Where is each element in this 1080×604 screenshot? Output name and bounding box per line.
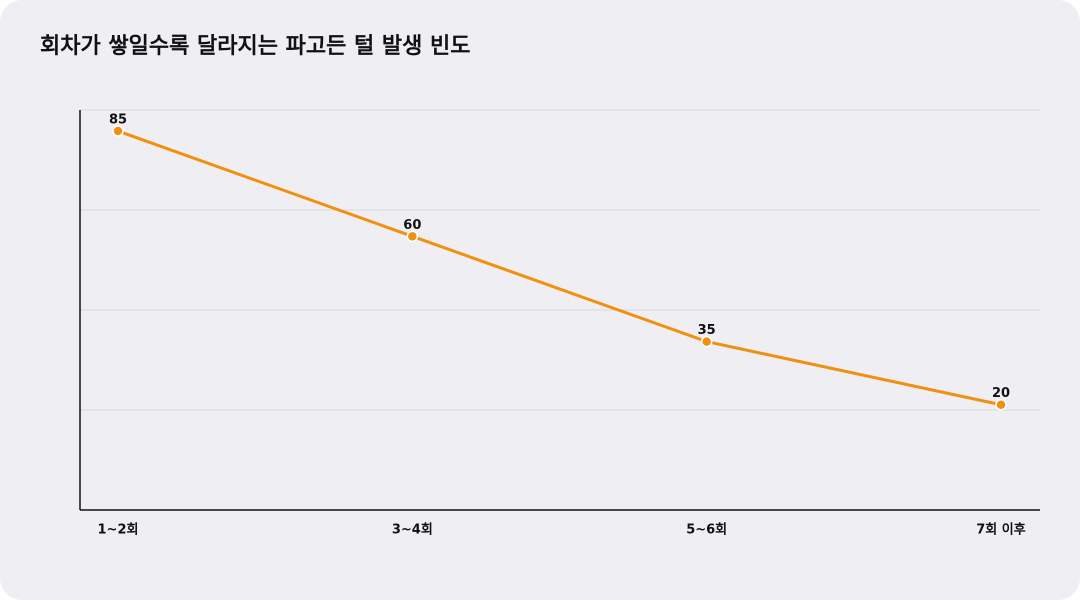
data-label: 35 bbox=[698, 323, 716, 338]
point bbox=[112, 125, 124, 137]
data-label: 60 bbox=[403, 218, 421, 233]
data-label: 85 bbox=[109, 113, 127, 128]
chart-title: 회차가 쌓일수록 달라지는 파고든 털 발생 빈도 bbox=[40, 34, 471, 59]
x-tick-label: 3~4회 bbox=[392, 522, 433, 538]
x-tick-label: 7회 이후 bbox=[976, 522, 1025, 538]
data-label: 20 bbox=[992, 386, 1010, 401]
point bbox=[700, 335, 713, 348]
line bbox=[117, 129, 1002, 407]
point bbox=[995, 398, 1007, 411]
x-tick-label: 1~2회 bbox=[98, 522, 139, 538]
x-tick-label: 5~6회 bbox=[686, 522, 727, 538]
point bbox=[406, 230, 419, 243]
